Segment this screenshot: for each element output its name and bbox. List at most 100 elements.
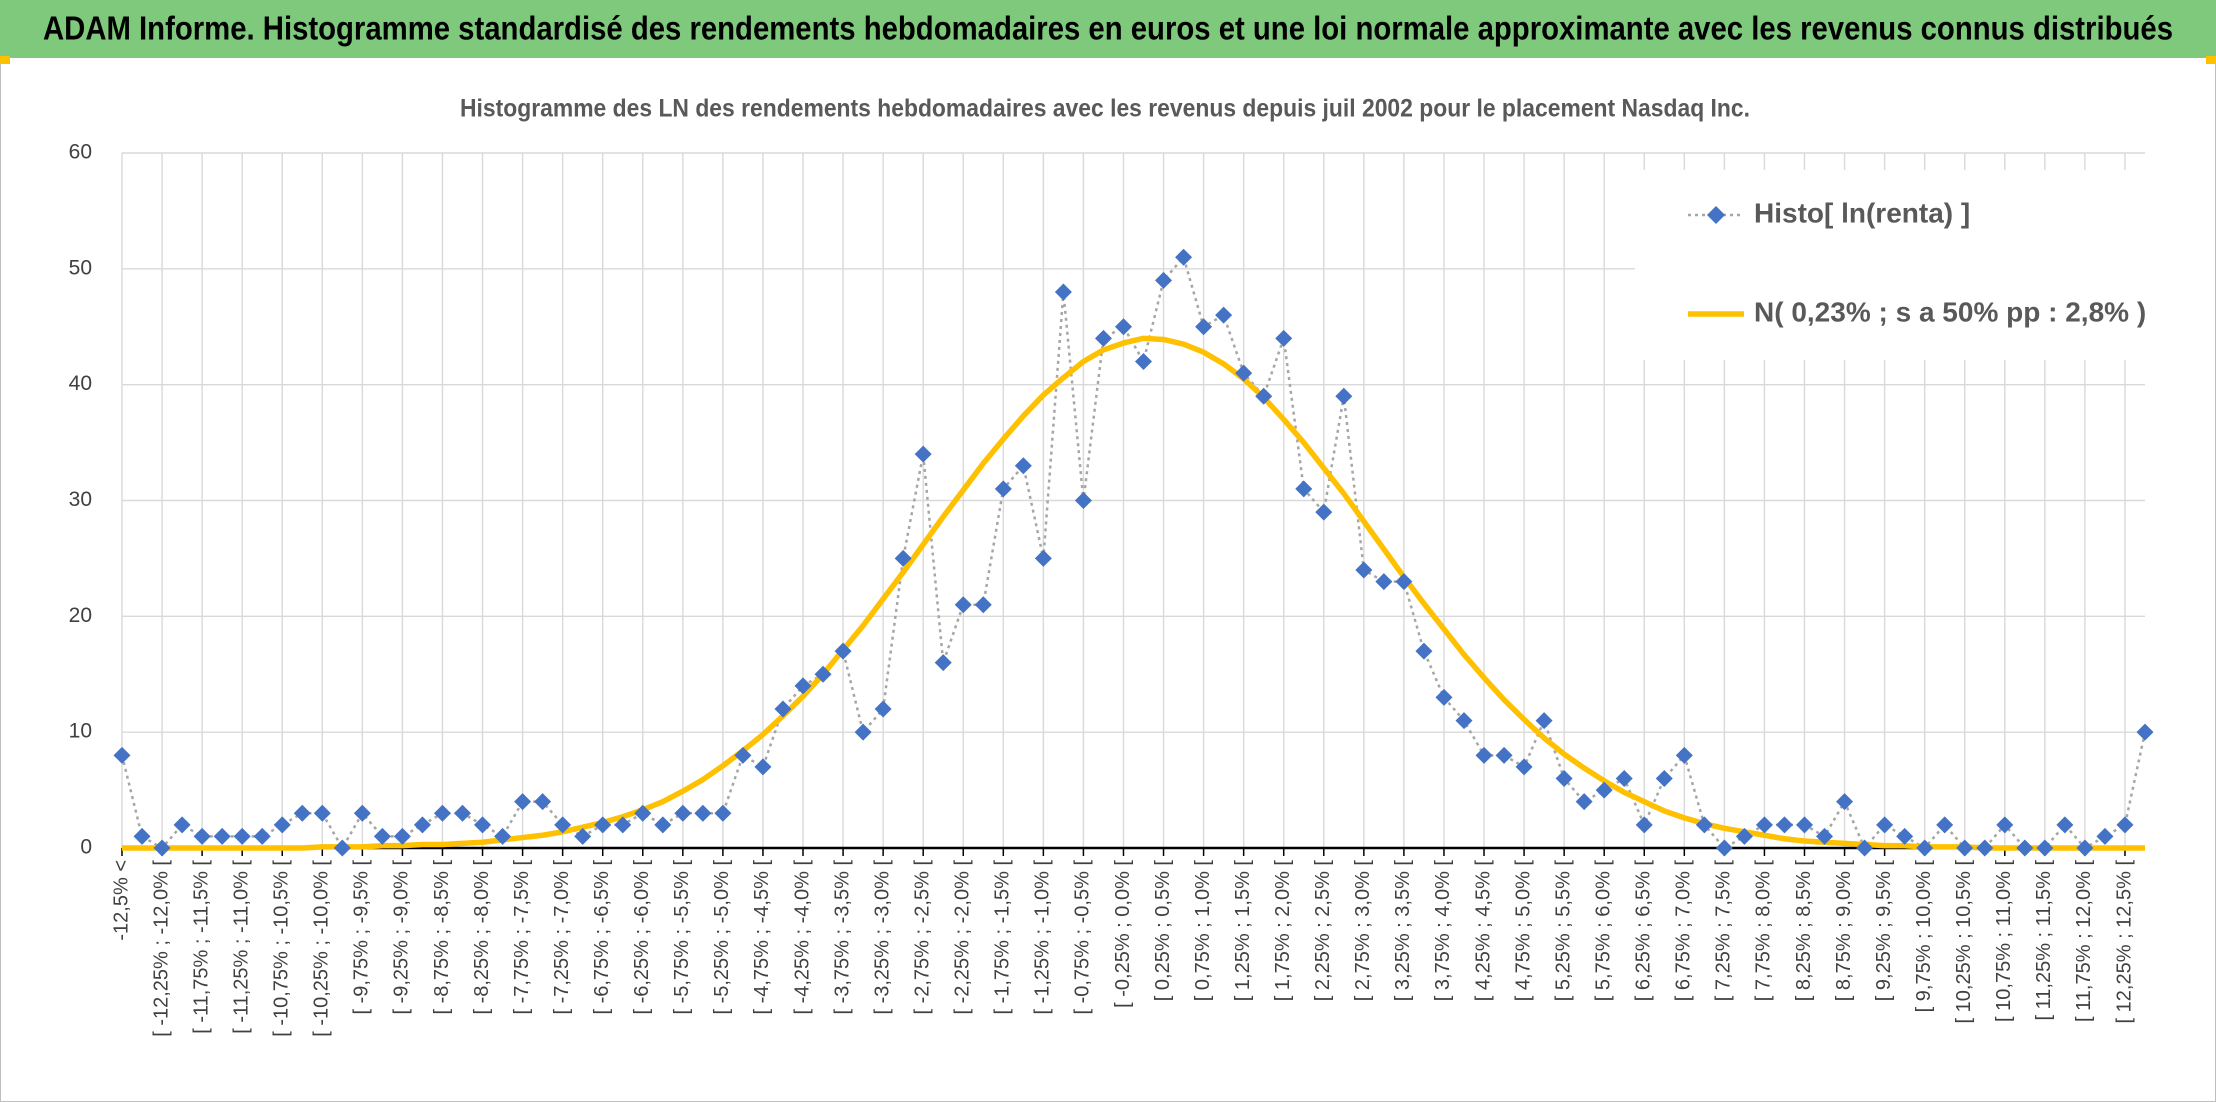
histo-point [514, 793, 532, 811]
histo-point [2076, 839, 2094, 857]
histo-point [714, 804, 732, 822]
histo-point [494, 827, 512, 845]
x-tick-label: [ 5,75% ; 6,0% [ [1592, 860, 1614, 1002]
x-tick-label: [ -8,75% ; -8,5% [ [431, 860, 453, 1015]
histo-point [1896, 827, 1914, 845]
histo-point [293, 804, 311, 822]
histo-point [474, 816, 492, 834]
histo-point [1996, 816, 2014, 834]
histo-point [1856, 839, 1874, 857]
y-tick-label: 20 [69, 604, 92, 627]
x-tick-label: [ -11,25% ; -11,0% [ [230, 860, 252, 1034]
x-tick-label: [ 0,75% ; 1,0% [ [1192, 860, 1214, 1002]
histo-point [2036, 839, 2054, 857]
x-tick-label: [ -0,25% ; 0,0% [ [1112, 860, 1134, 1008]
histo-point [273, 816, 291, 834]
normal-curve [122, 335, 2145, 851]
histo-point [594, 816, 612, 834]
histo-point [1114, 318, 1132, 336]
x-tick-label: [ -1,75% ; -1,5% [ [992, 860, 1014, 1015]
x-tick-label: [ -6,25% ; -6,0% [ [631, 860, 653, 1015]
histo-point [874, 700, 892, 718]
histo-point [674, 804, 692, 822]
x-tick-label: [ -7,75% ; -7,5% [ [511, 860, 533, 1015]
x-tick-label: [ -5,25% ; -5,0% [ [711, 860, 733, 1015]
corner [0, 56, 10, 64]
histo-point [1515, 758, 1533, 776]
histo-point [694, 804, 712, 822]
histo-point [1255, 387, 1273, 405]
histo-point [1395, 573, 1413, 591]
histo-point [1335, 387, 1353, 405]
histo-point [353, 804, 371, 822]
x-tick-label: [ -8,25% ; -8,0% [ [471, 860, 493, 1015]
x-tick-label: [ 3,25% ; 3,5% [ [1392, 860, 1414, 1002]
histo-point [1435, 688, 1453, 706]
histo-point [1936, 816, 1954, 834]
histo-point [173, 816, 191, 834]
histo-point [253, 827, 271, 845]
x-tick-label: [ -10,75% ; -10,5% [ [271, 860, 293, 1037]
histo-point [1375, 573, 1393, 591]
histo-point [393, 827, 411, 845]
y-tick-label: 40 [69, 372, 92, 395]
x-tick-label: [ -1,25% ; -1,0% [ [1032, 860, 1054, 1015]
x-tick-label: [ -12,25% ; -12,0% [ [150, 860, 172, 1037]
x-tick-label: [ -3,75% ; -3,5% [ [831, 860, 853, 1015]
x-tick-label: [ 6,75% ; 7,0% [ [1673, 860, 1695, 1002]
histo-point [634, 804, 652, 822]
histo-point [1956, 839, 1974, 857]
histo-point [654, 816, 672, 834]
histo-point [1635, 816, 1653, 834]
x-tick-label: [ -5,75% ; -5,5% [ [671, 860, 693, 1015]
histo-point [1876, 816, 1894, 834]
y-tick-label: 10 [69, 720, 92, 743]
histo-point [1555, 770, 1573, 787]
histo-point [1615, 770, 1633, 787]
histo-point [1816, 827, 1834, 845]
histo-point [1535, 712, 1553, 730]
histo-point [153, 839, 171, 857]
x-tick-label: [ -10,25% ; -10,0% [ [311, 860, 333, 1037]
histo-point [1195, 318, 1213, 336]
histo-point [1475, 746, 1493, 764]
histo-point [994, 480, 1012, 498]
histo-point [113, 746, 131, 764]
histo-point [814, 665, 832, 683]
histo-point [614, 816, 632, 834]
histo-point [1074, 492, 1092, 509]
x-tick-label: [ 7,75% ; 8,0% [ [1753, 860, 1775, 1002]
chart-title: Histogramme des LN des rendements hebdom… [460, 95, 1750, 123]
histo-point [1755, 816, 1773, 834]
x-tick-label: [ -2,25% ; -2,0% [ [952, 860, 974, 1015]
histo-point [1836, 793, 1854, 811]
histo-point [2136, 723, 2154, 741]
histo-point [313, 804, 331, 822]
histo-point [373, 827, 391, 845]
histo-point [734, 746, 752, 764]
x-tick-label: [ -6,75% ; -6,5% [ [591, 860, 613, 1015]
histo-point [1916, 839, 1934, 857]
x-tick-label: [ 6,25% ; 6,5% [ [1633, 860, 1655, 1002]
corner [2206, 56, 2216, 64]
x-tick-label: [ -3,25% ; -3,0% [ [871, 860, 893, 1015]
histo-point [1355, 561, 1373, 579]
x-tick-label: [ 4,75% ; 5,0% [ [1512, 860, 1534, 1002]
histo-point [934, 654, 952, 672]
x-tick-label: [ 1,75% ; 2,0% [ [1272, 860, 1294, 1002]
histo-point [1094, 329, 1112, 347]
x-tick-label: [ 0,25% ; 0,5% [ [1152, 860, 1174, 1002]
histo-point [954, 596, 972, 614]
x-tick-label: [ -9,75% ; -9,5% [ [351, 860, 373, 1015]
histo-point [794, 677, 812, 695]
x-tick-label: [ -4,75% ; -4,5% [ [751, 860, 773, 1015]
histo-point [1054, 283, 1072, 301]
x-tick-label: [ 9,25% ; 9,5% [ [1873, 860, 1895, 1002]
histo-point [233, 827, 251, 845]
histo-point [1715, 839, 1733, 857]
histo-point [1795, 816, 1813, 834]
histo-point [834, 642, 852, 660]
histo-point [554, 816, 572, 834]
histo-point [1215, 306, 1233, 324]
page-title: ADAM Informe. Histogramme standardisé de… [43, 10, 2173, 47]
